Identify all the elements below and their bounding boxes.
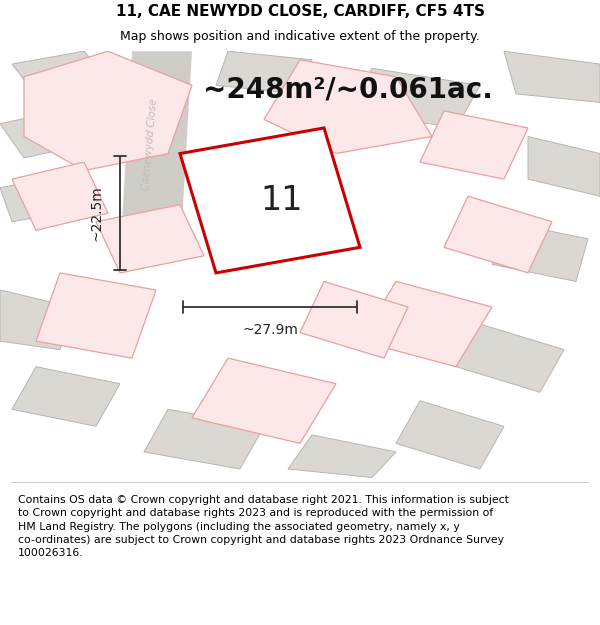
- Polygon shape: [264, 60, 432, 154]
- Polygon shape: [12, 367, 120, 426]
- Text: Contains OS data © Crown copyright and database right 2021. This information is : Contains OS data © Crown copyright and d…: [18, 495, 509, 558]
- Text: Caenewydd Close: Caenewydd Close: [141, 99, 159, 191]
- Text: ~248m²/~0.061ac.: ~248m²/~0.061ac.: [203, 76, 493, 104]
- Polygon shape: [120, 51, 192, 256]
- Polygon shape: [12, 162, 108, 230]
- Text: ~22.5m: ~22.5m: [89, 186, 103, 241]
- Polygon shape: [396, 401, 504, 469]
- Polygon shape: [348, 68, 480, 128]
- Polygon shape: [216, 51, 312, 94]
- Polygon shape: [288, 435, 396, 478]
- Polygon shape: [528, 136, 600, 196]
- Text: 11, CAE NEWYDD CLOSE, CARDIFF, CF5 4TS: 11, CAE NEWYDD CLOSE, CARDIFF, CF5 4TS: [115, 4, 485, 19]
- Polygon shape: [96, 205, 204, 273]
- Polygon shape: [36, 273, 156, 358]
- Polygon shape: [192, 358, 336, 443]
- Polygon shape: [0, 290, 72, 349]
- Polygon shape: [144, 409, 264, 469]
- Polygon shape: [492, 222, 588, 281]
- Polygon shape: [0, 111, 84, 158]
- Text: Map shows position and indicative extent of the property.: Map shows position and indicative extent…: [120, 31, 480, 43]
- Polygon shape: [504, 51, 600, 102]
- Polygon shape: [420, 111, 528, 179]
- Polygon shape: [0, 179, 60, 222]
- Polygon shape: [444, 196, 552, 273]
- Polygon shape: [360, 281, 492, 367]
- Polygon shape: [24, 51, 192, 171]
- Polygon shape: [456, 324, 564, 392]
- Polygon shape: [12, 51, 120, 111]
- Polygon shape: [300, 281, 408, 358]
- Text: ~27.9m: ~27.9m: [242, 324, 298, 338]
- Text: 11: 11: [261, 184, 303, 217]
- Polygon shape: [180, 128, 360, 273]
